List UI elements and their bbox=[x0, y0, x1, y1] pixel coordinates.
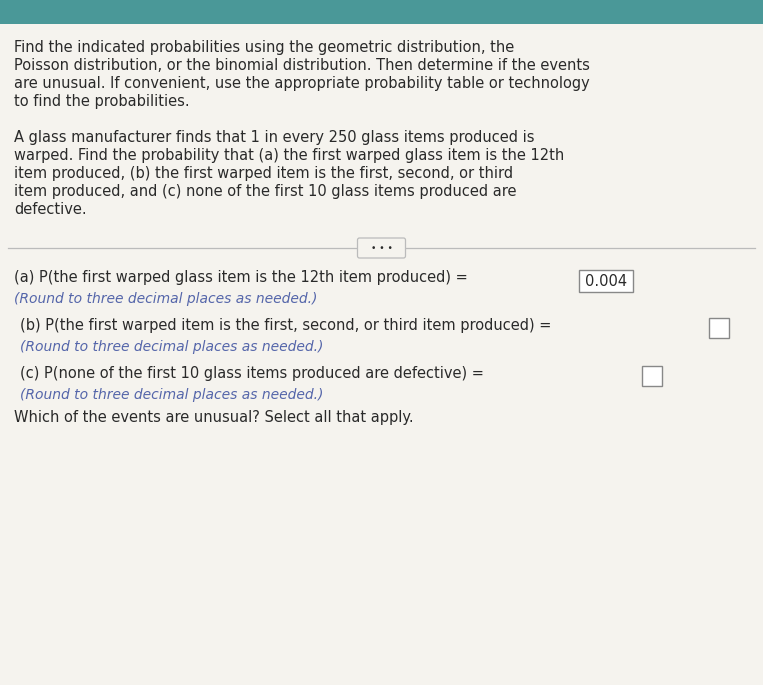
Text: Find the indicated probabilities using the geometric distribution, the: Find the indicated probabilities using t… bbox=[14, 40, 514, 55]
FancyBboxPatch shape bbox=[709, 318, 729, 338]
Text: item produced, and (c) none of the first 10 glass items produced are: item produced, and (c) none of the first… bbox=[14, 184, 517, 199]
FancyBboxPatch shape bbox=[358, 238, 405, 258]
Bar bbox=[0, 0, 763, 24]
Text: • • •: • • • bbox=[371, 243, 392, 253]
Text: (c) P(none of the first 10 glass items produced are defective) =: (c) P(none of the first 10 glass items p… bbox=[20, 366, 488, 381]
FancyBboxPatch shape bbox=[579, 270, 633, 292]
Text: warped. Find the probability that (a) the first warped glass item is the 12th: warped. Find the probability that (a) th… bbox=[14, 148, 565, 163]
Text: (Round to three decimal places as needed.): (Round to three decimal places as needed… bbox=[20, 340, 324, 354]
Text: (Round to three decimal places as needed.): (Round to three decimal places as needed… bbox=[20, 388, 324, 402]
Text: (Round to three decimal places as needed.): (Round to three decimal places as needed… bbox=[14, 292, 317, 306]
Text: Which of the events are unusual? Select all that apply.: Which of the events are unusual? Select … bbox=[14, 410, 414, 425]
Text: to find the probabilities.: to find the probabilities. bbox=[14, 94, 190, 109]
Text: (a) P(the first warped glass item is the 12th item produced) =: (a) P(the first warped glass item is the… bbox=[14, 270, 472, 285]
Text: item produced, (b) the first warped item is the first, second, or third: item produced, (b) the first warped item… bbox=[14, 166, 513, 181]
FancyBboxPatch shape bbox=[642, 366, 662, 386]
Text: Poisson distribution, or the binomial distribution. Then determine if the events: Poisson distribution, or the binomial di… bbox=[14, 58, 590, 73]
Text: (b) P(the first warped item is the first, second, or third item produced) =: (b) P(the first warped item is the first… bbox=[20, 318, 556, 333]
Text: 0.004: 0.004 bbox=[585, 273, 627, 288]
Text: are unusual. If convenient, use the appropriate probability table or technology: are unusual. If convenient, use the appr… bbox=[14, 76, 590, 91]
Text: defective.: defective. bbox=[14, 202, 87, 217]
Text: A glass manufacturer finds that 1 in every 250 glass items produced is: A glass manufacturer finds that 1 in eve… bbox=[14, 130, 535, 145]
